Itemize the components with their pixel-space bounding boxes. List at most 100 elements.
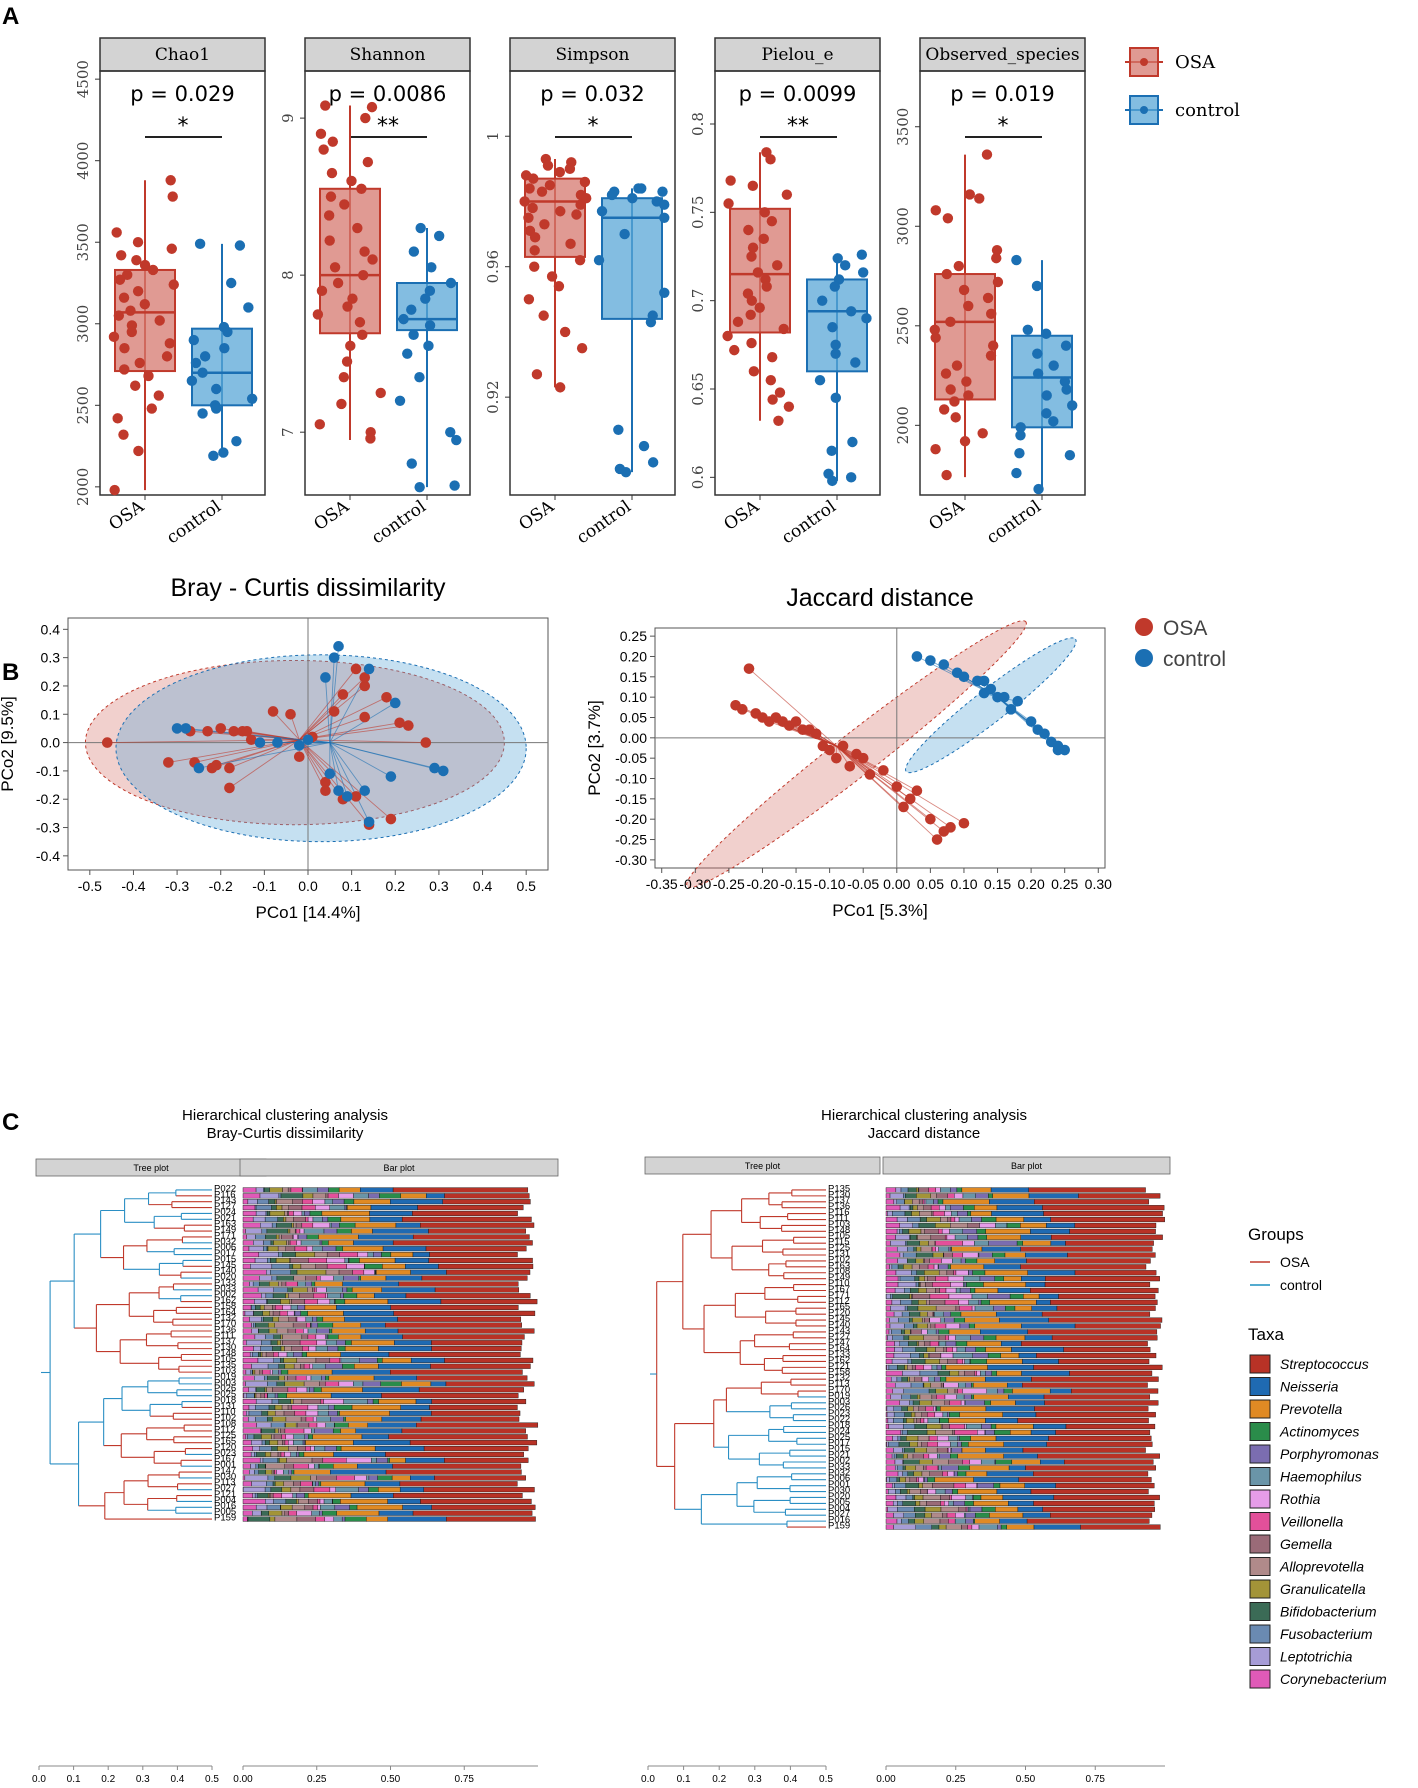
bar-axis-label: 0.25: [307, 1774, 327, 1785]
bar-segment-gemella: [293, 1481, 301, 1487]
bar-segment-gemella: [297, 1445, 306, 1452]
bar-segment-haemophilus: [927, 1418, 940, 1424]
taxa-legend-label: Corynebacterium: [1280, 1671, 1387, 1687]
bar-segment-fusobacterium: [899, 1276, 916, 1282]
bar-segment-actinomyces: [327, 1334, 339, 1340]
facet-title: Pielou_e: [761, 45, 833, 65]
osa-point: [746, 337, 757, 349]
bar-segment-neisseria: [378, 1346, 432, 1352]
y-tick-label: 3500: [894, 108, 912, 146]
control-point: [293, 740, 305, 751]
control-point: [398, 313, 409, 325]
bar-segment-actinomyces: [1003, 1388, 1013, 1394]
plot-frame: [509, 70, 676, 496]
taxa-legend-label: Granulicatella: [1280, 1581, 1366, 1597]
bar-segment-granulicatella: [918, 1276, 925, 1282]
bar-segment-corynebacterium: [242, 1510, 253, 1516]
bar-segment-veillonella: [315, 1516, 325, 1522]
bar-segment-streptococcus: [1065, 1240, 1154, 1246]
bar-segment-porphyromonas: [342, 1287, 348, 1293]
control-point: [850, 357, 861, 368]
bar-segment-veillonella: [928, 1435, 938, 1441]
bar-segment-alloprevotella: [928, 1352, 931, 1359]
bar-segment-porphyromonas: [962, 1228, 978, 1234]
x-tick-label: control: [983, 497, 1045, 549]
y-tick-label: 0.10: [620, 689, 647, 705]
bar-segment-streptococcus: [1021, 1341, 1148, 1347]
bar-segment-prevotella: [376, 1269, 411, 1275]
bar-segment-alloprevotella: [922, 1494, 941, 1501]
bar-segment-leptotrichia: [249, 1281, 254, 1287]
bar-segment-porphyromonas: [321, 1375, 326, 1381]
bar-segment-actinomyces: [343, 1293, 358, 1299]
osa-point: [941, 268, 953, 280]
bar-segment-porphyromonas: [972, 1352, 989, 1359]
taxa-legend-label: Gemella: [1280, 1536, 1332, 1552]
bar-segment-bifidobacterium: [919, 1216, 927, 1223]
bar-segment-neisseria: [1007, 1382, 1023, 1388]
p-value: p = 0.032: [540, 82, 644, 106]
osa-point: [977, 428, 988, 439]
bar-segment-leptotrichia: [896, 1518, 902, 1524]
control-point: [938, 659, 950, 670]
control-point: [359, 785, 371, 797]
bar-segment-veillonella: [954, 1429, 978, 1435]
bar-segment-fusobacterium: [898, 1317, 910, 1323]
bar-segment-veillonella: [938, 1228, 943, 1234]
bar-segment-haemophilus: [305, 1316, 313, 1322]
bar-segment-gemella: [923, 1205, 932, 1211]
bar-segment-corynebacterium: [242, 1387, 249, 1393]
bar-segment-bifidobacterium: [907, 1305, 919, 1311]
bar-segment-fusobacterium: [905, 1494, 913, 1501]
bar-segment-alloprevotella: [264, 1304, 273, 1311]
bar-segment-fusobacterium: [905, 1240, 908, 1246]
sample-label: P170: [214, 1319, 236, 1330]
bar-segment-veillonella: [285, 1281, 298, 1287]
bar-segment-streptococcus: [1074, 1270, 1157, 1276]
control-point: [429, 762, 440, 774]
bar-segment-leptotrichia: [251, 1363, 269, 1369]
bar-segment-leptotrichia: [886, 1412, 895, 1418]
x-tick-label: 0.5: [516, 878, 536, 894]
sample-label: P022: [214, 1183, 236, 1194]
bar-segment-granulicatella: [277, 1445, 289, 1452]
bar-segment-streptococcus: [1055, 1429, 1151, 1435]
bar-segment-rothia: [276, 1469, 284, 1475]
bar-segment-rothia: [941, 1228, 950, 1234]
bar-segment-actinomyces: [971, 1382, 974, 1388]
bar-segment-alloprevotella: [913, 1406, 919, 1412]
bar-segment-corynebacterium: [885, 1246, 898, 1252]
bar-segment-alloprevotella: [930, 1382, 942, 1388]
bar-segment-gemella: [280, 1428, 286, 1434]
control-point: [394, 395, 406, 406]
bar-segment-prevotella: [973, 1382, 1008, 1388]
control-point: [1015, 422, 1026, 433]
bar-segment-fusobacterium: [252, 1351, 259, 1358]
legend-label: OSA: [1163, 617, 1207, 640]
bar-segment-corynebacterium: [242, 1275, 260, 1281]
bar-segment-porphyromonas: [988, 1240, 1018, 1246]
bar-segment-alloprevotella: [289, 1299, 292, 1305]
bar-segment-streptococcus: [1035, 1412, 1156, 1418]
bar-segment-veillonella: [294, 1410, 307, 1416]
osa-point: [754, 302, 765, 313]
bar-segment-haemophilus: [353, 1381, 364, 1387]
bar-segment-alloprevotella: [921, 1471, 930, 1477]
bar-segment-actinomyces: [955, 1341, 968, 1347]
sample-label: P017: [214, 1248, 236, 1259]
bar-segment-gemella: [918, 1406, 927, 1412]
legend-key-dot: [1140, 106, 1148, 114]
bar-segment-granulicatella: [268, 1328, 278, 1334]
osa-point: [161, 351, 173, 362]
taxa-legend-key: [1249, 1624, 1271, 1644]
bar-segment-alloprevotella: [281, 1510, 285, 1516]
bar-segment-bifidobacterium: [910, 1287, 919, 1294]
bar-segment-gemella: [288, 1240, 291, 1246]
bar-segment-alloprevotella: [940, 1423, 943, 1430]
sample-label: P163: [828, 1260, 850, 1271]
osa-point: [940, 368, 952, 379]
bar-segment-leptotrichia: [251, 1328, 259, 1334]
bar-segment-bifidobacterium: [892, 1293, 910, 1299]
bar-segment-gemella: [282, 1340, 301, 1346]
bar-segment-fusobacterium: [261, 1228, 268, 1234]
